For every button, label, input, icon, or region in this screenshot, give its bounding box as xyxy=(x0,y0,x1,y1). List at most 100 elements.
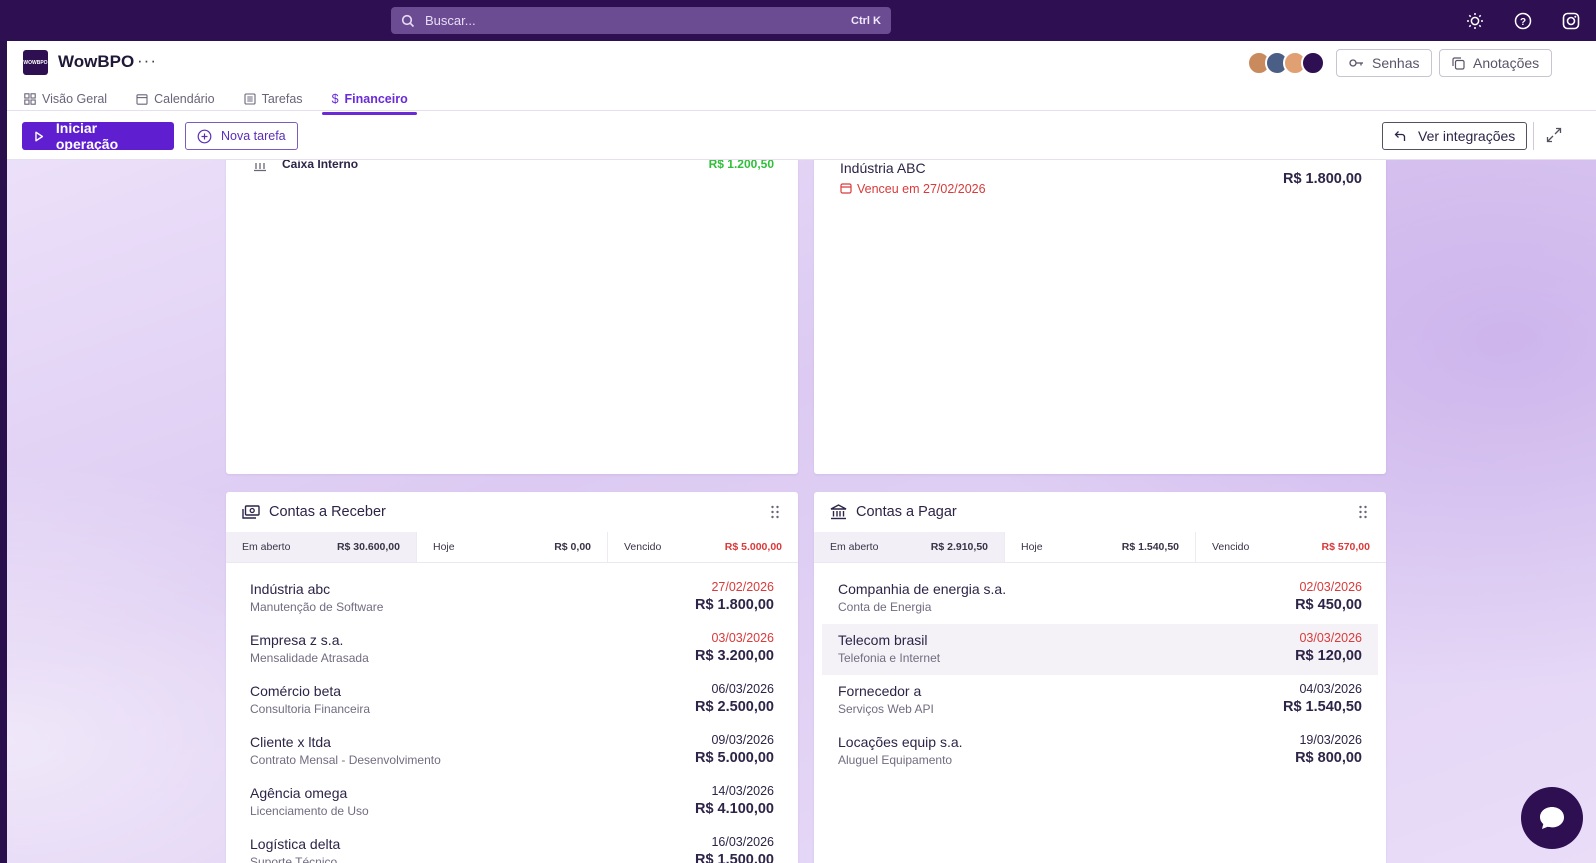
senhas-button[interactable]: Senhas xyxy=(1336,49,1433,77)
summary-vencido[interactable]: Vencido R$ 570,00 xyxy=(1195,532,1386,562)
avatar-group[interactable] xyxy=(1247,51,1325,75)
list-item[interactable]: Agência omega Licenciamento de Uso 14/03/2… xyxy=(234,777,790,828)
summary-em-aberto[interactable]: Em aberto R$ 30.600,00 xyxy=(226,532,416,562)
item-date: 03/03/2026 xyxy=(711,631,774,645)
item-description: Telefonia e Internet xyxy=(838,651,941,665)
item-name: Cliente x ltda xyxy=(250,734,331,750)
item-date: 03/03/2026 xyxy=(1299,631,1362,645)
iniciar-operacao-button[interactable]: Iniciar operação xyxy=(22,120,174,152)
bank-icon xyxy=(254,163,266,172)
expand-icon[interactable] xyxy=(1546,127,1562,143)
divider xyxy=(7,110,1596,111)
tab-calendario[interactable]: Calendário xyxy=(136,86,215,111)
item-date: 06/03/2026 xyxy=(711,682,774,696)
card-title-text: Contas a Pagar xyxy=(856,504,957,520)
caixa-card: Caixa Interno R$ 1.200,50 xyxy=(226,141,798,474)
summary-label: Vencido xyxy=(624,541,662,553)
tab-label: Calendário xyxy=(154,91,215,106)
list-item[interactable]: Logística delta Suporte Técnico 16/03/2026… xyxy=(234,828,790,863)
item-name: Comércio beta xyxy=(250,683,342,699)
list-item[interactable]: Indústria abc Manutenção de Software 27/02… xyxy=(234,573,790,624)
summary-value: R$ 570,00 xyxy=(1321,541,1370,553)
summary-label: Em aberto xyxy=(830,541,879,553)
summary-value: R$ 2.910,50 xyxy=(930,541,988,553)
sun-icon[interactable] xyxy=(1464,10,1486,32)
tab-financeiro[interactable]: $ Financeiro xyxy=(321,86,417,115)
nova-tarefa-button[interactable]: Nova tarefa xyxy=(185,122,298,150)
summary-hoje[interactable]: Hoje R$ 0,00 xyxy=(416,532,607,562)
ver-integracoes-button[interactable]: Ver integrações xyxy=(1382,122,1528,150)
list-item[interactable]: Cliente x ltda Contrato Mensal - Desenvol… xyxy=(234,726,790,777)
item-name: Companhia de energia s.a. xyxy=(838,581,1007,597)
search-placeholder: Buscar... xyxy=(425,13,476,28)
page-title: WowBPO xyxy=(58,52,135,71)
item-description: Mensalidade Atrasada xyxy=(250,651,369,665)
receber-list: Indústria abc Manutenção de Software 27/02… xyxy=(234,573,790,863)
button-label: Anotações xyxy=(1473,55,1540,71)
search-icon xyxy=(401,14,415,27)
summary-bar: Em aberto R$ 2.910,50 Hoje R$ 1.540,50 Ven… xyxy=(814,532,1386,563)
dollar-icon: $ xyxy=(331,91,339,106)
calendar-icon xyxy=(840,183,852,194)
item-name: Agência omega xyxy=(250,785,348,801)
grid-icon xyxy=(24,92,36,105)
search-input[interactable]: Buscar... Ctrl K xyxy=(391,7,891,34)
top-bar: Buscar... Ctrl K ? xyxy=(0,0,1596,41)
item-name: Fornecedor a xyxy=(838,683,922,699)
account-name: Caixa Interno xyxy=(282,157,359,171)
divider xyxy=(1533,122,1534,150)
item-name: Indústria abc xyxy=(250,581,331,597)
item-description: Licenciamento de Uso xyxy=(250,804,369,818)
item-description: Serviços Web API xyxy=(838,702,934,716)
list-item[interactable]: Telecom brasil Telefonia e Internet 03/03/… xyxy=(822,624,1378,675)
app-frame: Caixa Interno R$ 1.200,50 Indústria ABC … xyxy=(7,41,1596,863)
summary-label: Vencido xyxy=(1212,541,1250,553)
pagar-list: Companhia de energia s.a. Conta de Energi… xyxy=(822,573,1378,777)
instagram-icon[interactable] xyxy=(1560,10,1582,32)
summary-value: R$ 0,00 xyxy=(554,541,591,553)
item-date: 27/02/2026 xyxy=(711,580,774,594)
item-value: R$ 4.100,00 xyxy=(694,801,774,817)
drag-handle-icon[interactable] xyxy=(770,505,780,519)
contas-pagar-card: Contas a Pagar Em aberto R$ 2.910,50 Hoje… xyxy=(814,492,1386,863)
summary-hoje[interactable]: Hoje R$ 1.540,50 xyxy=(1004,532,1195,562)
list-item[interactable]: Comércio beta Consultoria Financeira 06/03… xyxy=(234,675,790,726)
play-icon xyxy=(35,131,44,141)
avatar[interactable] xyxy=(1301,51,1325,75)
overdue-date: Venceu em 27/02/2026 xyxy=(857,182,986,196)
item-value: R$ 120,00 xyxy=(1295,648,1362,664)
return-icon xyxy=(1394,131,1406,141)
help-icon[interactable]: ? xyxy=(1512,10,1534,32)
chat-button[interactable] xyxy=(1521,787,1583,849)
drag-handle-icon[interactable] xyxy=(1358,505,1368,519)
key-icon xyxy=(1349,59,1363,67)
card-title-text: Contas a Receber xyxy=(269,504,386,520)
anotacoes-button[interactable]: Anotações xyxy=(1439,49,1553,77)
summary-em-aberto[interactable]: Em aberto R$ 2.910,50 xyxy=(814,532,1004,562)
account-value: R$ 1.200,50 xyxy=(708,157,774,171)
item-value: R$ 5.000,00 xyxy=(694,750,774,766)
item-date: 16/03/2026 xyxy=(711,835,774,849)
logo-text: WOWBPO xyxy=(23,59,48,66)
calendar-icon xyxy=(136,93,148,105)
item-date: 14/03/2026 xyxy=(711,784,774,798)
item-name: Locações equip s.a. xyxy=(838,734,963,750)
overdue-value: R$ 1.800,00 xyxy=(1282,171,1362,187)
more-options-button[interactable]: ··· xyxy=(137,51,157,70)
tab-visao-geral[interactable]: Visão Geral xyxy=(24,86,107,111)
item-value: R$ 450,00 xyxy=(1295,597,1362,613)
list-item[interactable]: Locações equip s.a. Aluguel Equipamento 19… xyxy=(822,726,1378,777)
list-item[interactable]: Companhia de energia s.a. Conta de Energi… xyxy=(822,573,1378,624)
button-label: Nova tarefa xyxy=(221,129,286,143)
item-name: Logística delta xyxy=(250,836,341,852)
item-description: Contrato Mensal - Desenvolvimento xyxy=(250,753,441,767)
card-title: Contas a Pagar xyxy=(830,504,957,520)
tab-label: Tarefas xyxy=(261,91,303,106)
list-item[interactable]: Empresa z s.a. Mensalidade Atrasada 03/03/… xyxy=(234,624,790,675)
tab-tarefas[interactable]: Tarefas xyxy=(244,86,303,111)
list-item[interactable]: Fornecedor a Serviços Web API 04/03/2026 R$… xyxy=(822,675,1378,726)
app-logo[interactable]: WOWBPO xyxy=(23,50,48,75)
item-date: 02/03/2026 xyxy=(1299,580,1362,594)
summary-vencido[interactable]: Vencido R$ 5.000,00 xyxy=(607,532,798,562)
summary-bar: Em aberto R$ 30.600,00 Hoje R$ 0,00 Vencid… xyxy=(226,532,798,563)
